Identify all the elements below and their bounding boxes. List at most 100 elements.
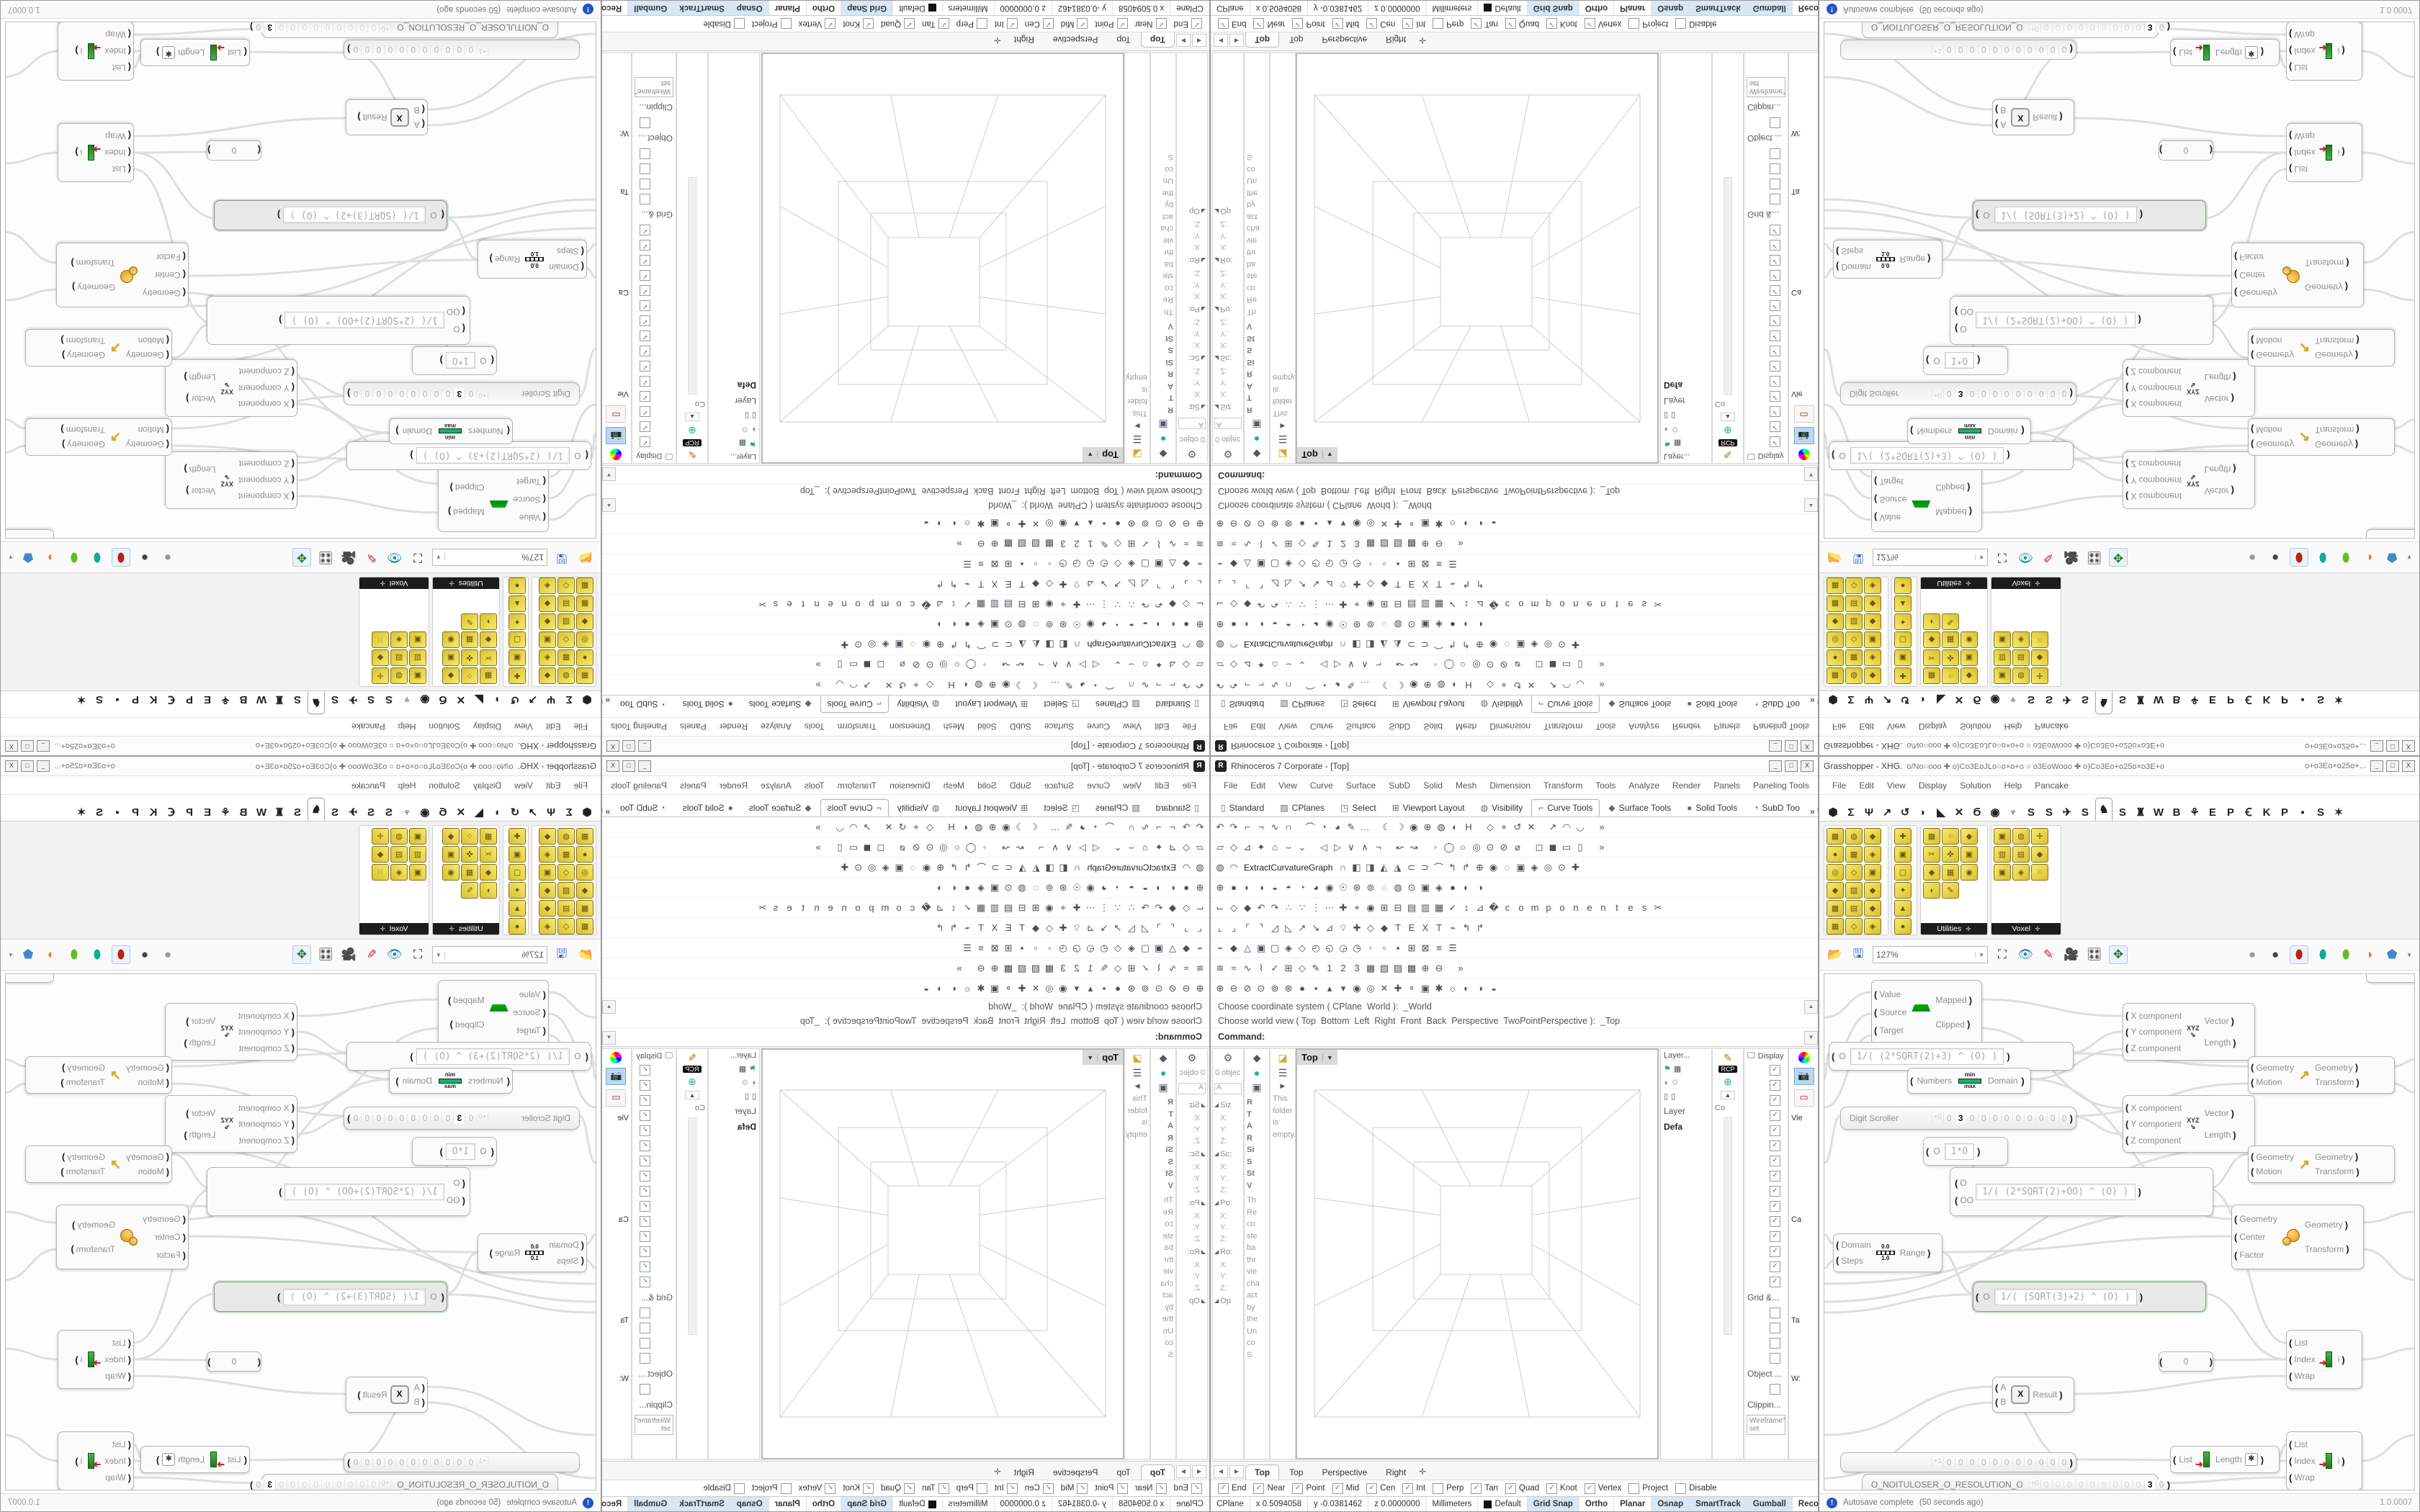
toolbar-icon[interactable]: ∩ [1073,639,1081,650]
osnap-project[interactable]: Project [752,18,792,30]
toolbar-icon[interactable]: ⌣ [1285,660,1292,671]
osnap-checkbox[interactable]: ✓ [1116,18,1128,30]
osnap-perp[interactable]: Perp [956,18,987,30]
toolbar-icon[interactable]: ⌖ [1354,599,1360,611]
gh-category-tab-16[interactable]: S [294,806,302,819]
gh-category-tab-20[interactable]: ⚘ [2190,693,2200,706]
sketch-pencil-icon[interactable]: ✎ [366,948,377,961]
toolbar-icon[interactable]: ⊖ [1182,982,1191,994]
osnap-checkbox[interactable]: ✓ [1546,18,1558,30]
sketch-pencil-icon[interactable]: ✎ [2043,948,2054,961]
toolbar-icon[interactable]: ▨ [1017,539,1027,550]
record-rect-button[interactable]: ▭ [606,405,627,423]
education-cap-icon[interactable]: ◆ [1252,1052,1261,1063]
default-layer-row[interactable]: Defa [1664,1122,1683,1132]
toolbar-icon[interactable]: ⊖ [1435,539,1443,550]
toolbar-icon[interactable]: ◈ [977,881,985,893]
toolbar-icon[interactable]: ⋯ [1325,599,1335,611]
toolbar-icon[interactable]: ∵ [1114,901,1121,913]
toolbar-icon[interactable]: ◆ [1381,922,1388,933]
menu-curve[interactable]: Curve [1309,721,1333,732]
toolbar-icon[interactable]: ▷ [1334,660,1341,671]
toolbar-icon[interactable]: … [1360,822,1370,832]
toolbar-icon[interactable]: ✎ [1065,680,1073,691]
component-icon[interactable]: ✎ [1942,613,1959,630]
properties-input[interactable]: A [1214,1082,1242,1094]
component-icon[interactable]: ▩ [1827,595,1844,612]
toolbar-icon[interactable]: ◍ [1437,821,1446,832]
status-toggle-planar[interactable]: Planar [1614,1497,1652,1511]
menu-render[interactable]: Render [719,721,748,732]
help-panel[interactable]: ◆ ● ▣ R T A R Si S St V Th Re co ste ba … [1244,1048,1270,1459]
toolbar-icon[interactable]: ◈ [1128,559,1135,570]
toolbar-icon[interactable]: ◉ [1489,639,1498,651]
toolbar-icon[interactable]: » [956,963,962,973]
zoom-extents-icon[interactable]: ⛶ [1998,948,2007,961]
toolbar-icon[interactable]: ☰ [963,942,972,953]
menu-panels[interactable]: Panels [1713,780,1740,791]
node-list-item-1[interactable]: (List (Index (Wrap ➜ i) [2286,123,2362,182]
osnap-knot[interactable]: ✓ Knot [843,18,874,30]
component-icon[interactable]: ◍ [2012,828,2030,845]
digit-cell[interactable]: 0 [1954,45,1966,55]
rcp-tab[interactable]: RCP [683,439,702,446]
toolbar-icon[interactable]: ✚ [1353,579,1361,590]
toolbar-icon[interactable]: ▪ [1396,559,1400,570]
camera-widget-icon[interactable]: 🎥 [2063,948,2079,961]
digit-cell[interactable]: 0 [368,22,380,32]
toolbar-icon[interactable]: ↶ [1257,901,1265,913]
toolbar-icon[interactable]: ▤ [1407,901,1417,913]
toolbar-icon[interactable]: ⊙ [926,841,934,852]
toolbar-icon[interactable]: ✓ [963,901,972,913]
gh-category-tab-24[interactable]: K [149,806,158,819]
toolbar-icon[interactable]: ∴ [1128,901,1135,913]
node-list-length[interactable]: (List ➜ Length ✱ ) [2170,1446,2280,1473]
component-icon[interactable]: ◈ [1864,846,1881,863]
toolbar-icon[interactable]: ◕ [1335,680,1340,690]
properties-panel[interactable]: ⚙ 0 objec A ◢ Siz X: Y: Z: ◢ Sc: X: Y: Z: ◢ Po: X: Y:… [1176,1048,1208,1459]
toolbar-icon[interactable]: ⌁ [964,579,970,590]
toolbar-icon[interactable]: ⊙ [1257,518,1265,530]
node-move-2[interactable]: (Geometry (Motion ↗ Geometry) Transform) [25,329,172,366]
menu-view[interactable]: View [514,721,533,732]
toolbar-icon[interactable]: ↗ [863,821,871,832]
digit-cell[interactable]: 0 [350,389,362,399]
toolbar-icon[interactable]: ↕ [1464,599,1469,610]
digit-cell[interactable]: 0 [454,45,466,55]
preview-blue-sphere-icon[interactable]: ⬟ [22,551,34,564]
toolbar-icon[interactable]: ◌ [910,862,916,873]
toolbar-icon[interactable]: ◇ [1114,942,1121,953]
menu-solution[interactable]: Solution [1960,780,1991,791]
component-icon[interactable]: ▣ [1894,846,1912,863]
toolbar-icon[interactable]: ≈ [1183,963,1189,973]
toolbar-icon[interactable]: ◐ [951,619,956,630]
digit-cell[interactable]: 0 [2155,1480,2167,1490]
toolbar-icon[interactable]: ∧ [1052,660,1059,671]
toolbar-icon[interactable]: ◈ [1531,639,1538,651]
section-po[interactable]: ◢ Po: [1214,305,1232,314]
component-icon[interactable]: ◆ [442,828,460,845]
minimize-button[interactable]: _ [2370,760,2383,772]
osnap-checkbox[interactable]: ✓ [938,18,949,30]
extract-curvature-graph-label[interactable]: ExtractCurvatureGraph [1244,639,1333,650]
node-vector-xyz-1[interactable]: (X component (Y component (Z component X… [165,1003,297,1061]
display-checkbox[interactable]: ✓ [1770,1186,1780,1197]
toolbar-icon[interactable]: ⊕ [1475,639,1484,651]
status-toggle-gumball[interactable]: Gumball [627,1497,673,1511]
display-checkbox[interactable]: ✓ [1770,346,1780,356]
toolbar-icon[interactable]: 1 [1327,539,1332,549]
osnap-knot[interactable]: ✓ Knot [1546,18,1577,30]
monitor-icon[interactable]: ▣ [1158,1081,1168,1093]
toolbar-icon[interactable]: m [881,902,889,913]
toolbar-icon[interactable]: ◯ [965,660,977,671]
toolbar-icon[interactable]: ◭ [1032,639,1040,651]
toolbar-icon[interactable]: ◐ [1170,882,1175,893]
zoom-extents-icon[interactable]: ⛶ [413,551,422,564]
component-icon[interactable]: ◇ [1845,918,1863,935]
menu-panels[interactable]: Panels [680,780,707,791]
component-icon[interactable]: ◇ [557,577,575,594]
toolbar-icon[interactable]: ● [1231,882,1237,893]
toolbar-icon[interactable]: ↷ [1141,599,1150,611]
zoom-dropdown-arrow-icon[interactable]: ▼ [1975,951,1984,958]
toolbar-icon[interactable]: ¬ [1376,660,1381,670]
